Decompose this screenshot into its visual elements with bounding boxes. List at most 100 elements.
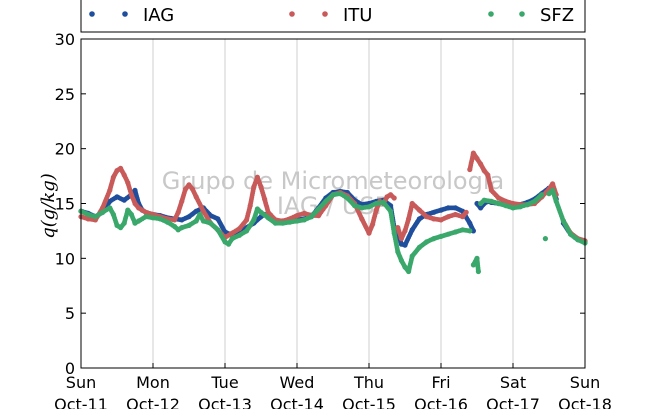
series-fill-dot — [174, 211, 180, 217]
series-fill-dot — [98, 211, 104, 216]
series-fill-dot — [372, 201, 377, 207]
series-fill-dot — [170, 223, 176, 228]
series-fill-dot — [278, 220, 284, 226]
series-fill-dot — [174, 225, 179, 231]
series-fill-dot — [261, 194, 267, 200]
series-fill-dot — [487, 198, 492, 204]
series-fill-dot — [580, 239, 586, 245]
series-fill-dot — [465, 228, 471, 234]
y-tick-label-6: 30 — [55, 30, 75, 49]
series-sfz — [78, 187, 588, 275]
series-fill-dot — [436, 208, 442, 214]
series-fill-dot — [112, 195, 118, 201]
series-fill-dot — [488, 186, 494, 191]
series-fill-dot — [395, 247, 400, 253]
series-fill-dot — [257, 182, 263, 188]
series-fill-dot — [91, 213, 96, 219]
x-tick-day-0: Sun — [66, 373, 96, 392]
series-fill-dot — [192, 192, 198, 198]
legend-marker-iag-a — [89, 11, 95, 17]
x-tick-day-3: Wed — [280, 373, 315, 392]
series-fill-dot — [141, 215, 147, 221]
series-fill-dot — [358, 214, 364, 220]
legend-marker-sfz-a — [488, 11, 494, 17]
x-tick-day-2: Tue — [210, 373, 238, 392]
series-fill-dot — [364, 204, 370, 210]
series-fill-dot — [405, 218, 411, 224]
series-fill-dot — [451, 212, 456, 218]
series-fill-dot — [228, 231, 233, 237]
series-fill-dot — [553, 197, 558, 202]
x-tick-date-1: Oct-12 — [126, 395, 180, 409]
series-fill-dot — [106, 189, 112, 195]
series-fill-dot — [177, 217, 183, 223]
series-fill-dot — [494, 200, 500, 206]
series-fill-dot — [235, 233, 241, 239]
series-fill-dot — [110, 176, 116, 182]
series-fill-dot — [501, 198, 507, 203]
series-fill-dot — [178, 200, 184, 206]
y-tick-label-2: 10 — [55, 249, 75, 268]
y-tick-label-1: 5 — [65, 304, 75, 323]
y-tick-label-4: 20 — [55, 140, 75, 159]
series-fill-dot — [120, 170, 126, 176]
legend-box — [80, 0, 586, 33]
legend-marker-itu-b — [322, 11, 328, 17]
x-tick-date-6: Oct-17 — [486, 395, 540, 409]
series-fill-dot — [390, 194, 395, 199]
x-tick-day-6: Sat — [500, 373, 526, 392]
x-tick-date-3: Oct-14 — [270, 395, 324, 409]
legend-label-itu: ITU — [343, 5, 372, 26]
series-fill-dot — [401, 230, 407, 236]
x-tick-day-1: Mon — [136, 373, 170, 392]
series-fill-dot — [373, 209, 379, 215]
x-tick-date-4: Oct-15 — [342, 395, 396, 409]
series-fill-dot — [177, 226, 183, 232]
series-fill-dot — [501, 202, 507, 208]
series-fill-dot — [444, 215, 449, 220]
y-tick-label-0: 0 — [65, 359, 75, 378]
x-axis-ticks: Sun Oct-11 Mon Oct-12 Tue Oct-13 Wed Oct-14 Thu O… — [54, 363, 612, 409]
series-fill-dot — [163, 218, 169, 224]
series-fill-dot — [292, 214, 298, 219]
series-points — [78, 150, 588, 275]
series-fill-dot — [285, 220, 291, 225]
x-tick-day-7: Sun — [570, 373, 600, 392]
y-tick-label-5: 25 — [55, 85, 75, 104]
series-fill-dot — [386, 193, 392, 199]
series-fill-dot — [436, 217, 442, 223]
series-fill-dot — [300, 217, 305, 223]
y-tick-label-3: 15 — [55, 195, 75, 214]
series-fill-dot — [336, 191, 341, 197]
series-fill-dot — [466, 219, 472, 224]
series-fill-dot — [84, 215, 89, 221]
series-fill-dot — [451, 205, 456, 211]
series-fill-dot — [343, 194, 348, 200]
x-tick-date-2: Oct-13 — [198, 395, 252, 409]
x-tick-day-5: Fri — [431, 373, 450, 392]
series-fill-dot — [429, 215, 435, 221]
y-axis-label: q(g/kg) — [38, 173, 59, 239]
series-fill-dot — [369, 223, 375, 229]
y-axis-ticks: 0 5 10 15 20 25 30 — [55, 30, 585, 378]
x-tick-date-0: Oct-11 — [54, 395, 108, 409]
legend: IAG ITU SFZ — [80, 0, 586, 33]
series-fill-dot — [391, 228, 397, 234]
series-fill-dot — [429, 210, 435, 216]
series-fill-dot — [477, 159, 482, 165]
series-fill-dot — [84, 211, 89, 217]
series-fill-dot — [357, 204, 363, 210]
series-fill-dot — [141, 208, 147, 214]
series-fill-dot — [508, 200, 514, 206]
series-fill-dot — [475, 267, 481, 272]
series-fill-dot — [251, 186, 256, 192]
series-fill-dot — [480, 199, 485, 205]
series-fill-dot — [462, 211, 468, 217]
series-fill-dot — [508, 204, 514, 210]
x-tick-day-4: Thu — [353, 373, 384, 392]
series-fill-dot — [538, 193, 543, 199]
legend-marker-sfz-b — [519, 11, 525, 17]
series-fill-dot — [436, 234, 442, 240]
series-fill-dot — [156, 216, 161, 222]
legend-label-sfz: SFZ — [540, 5, 574, 26]
